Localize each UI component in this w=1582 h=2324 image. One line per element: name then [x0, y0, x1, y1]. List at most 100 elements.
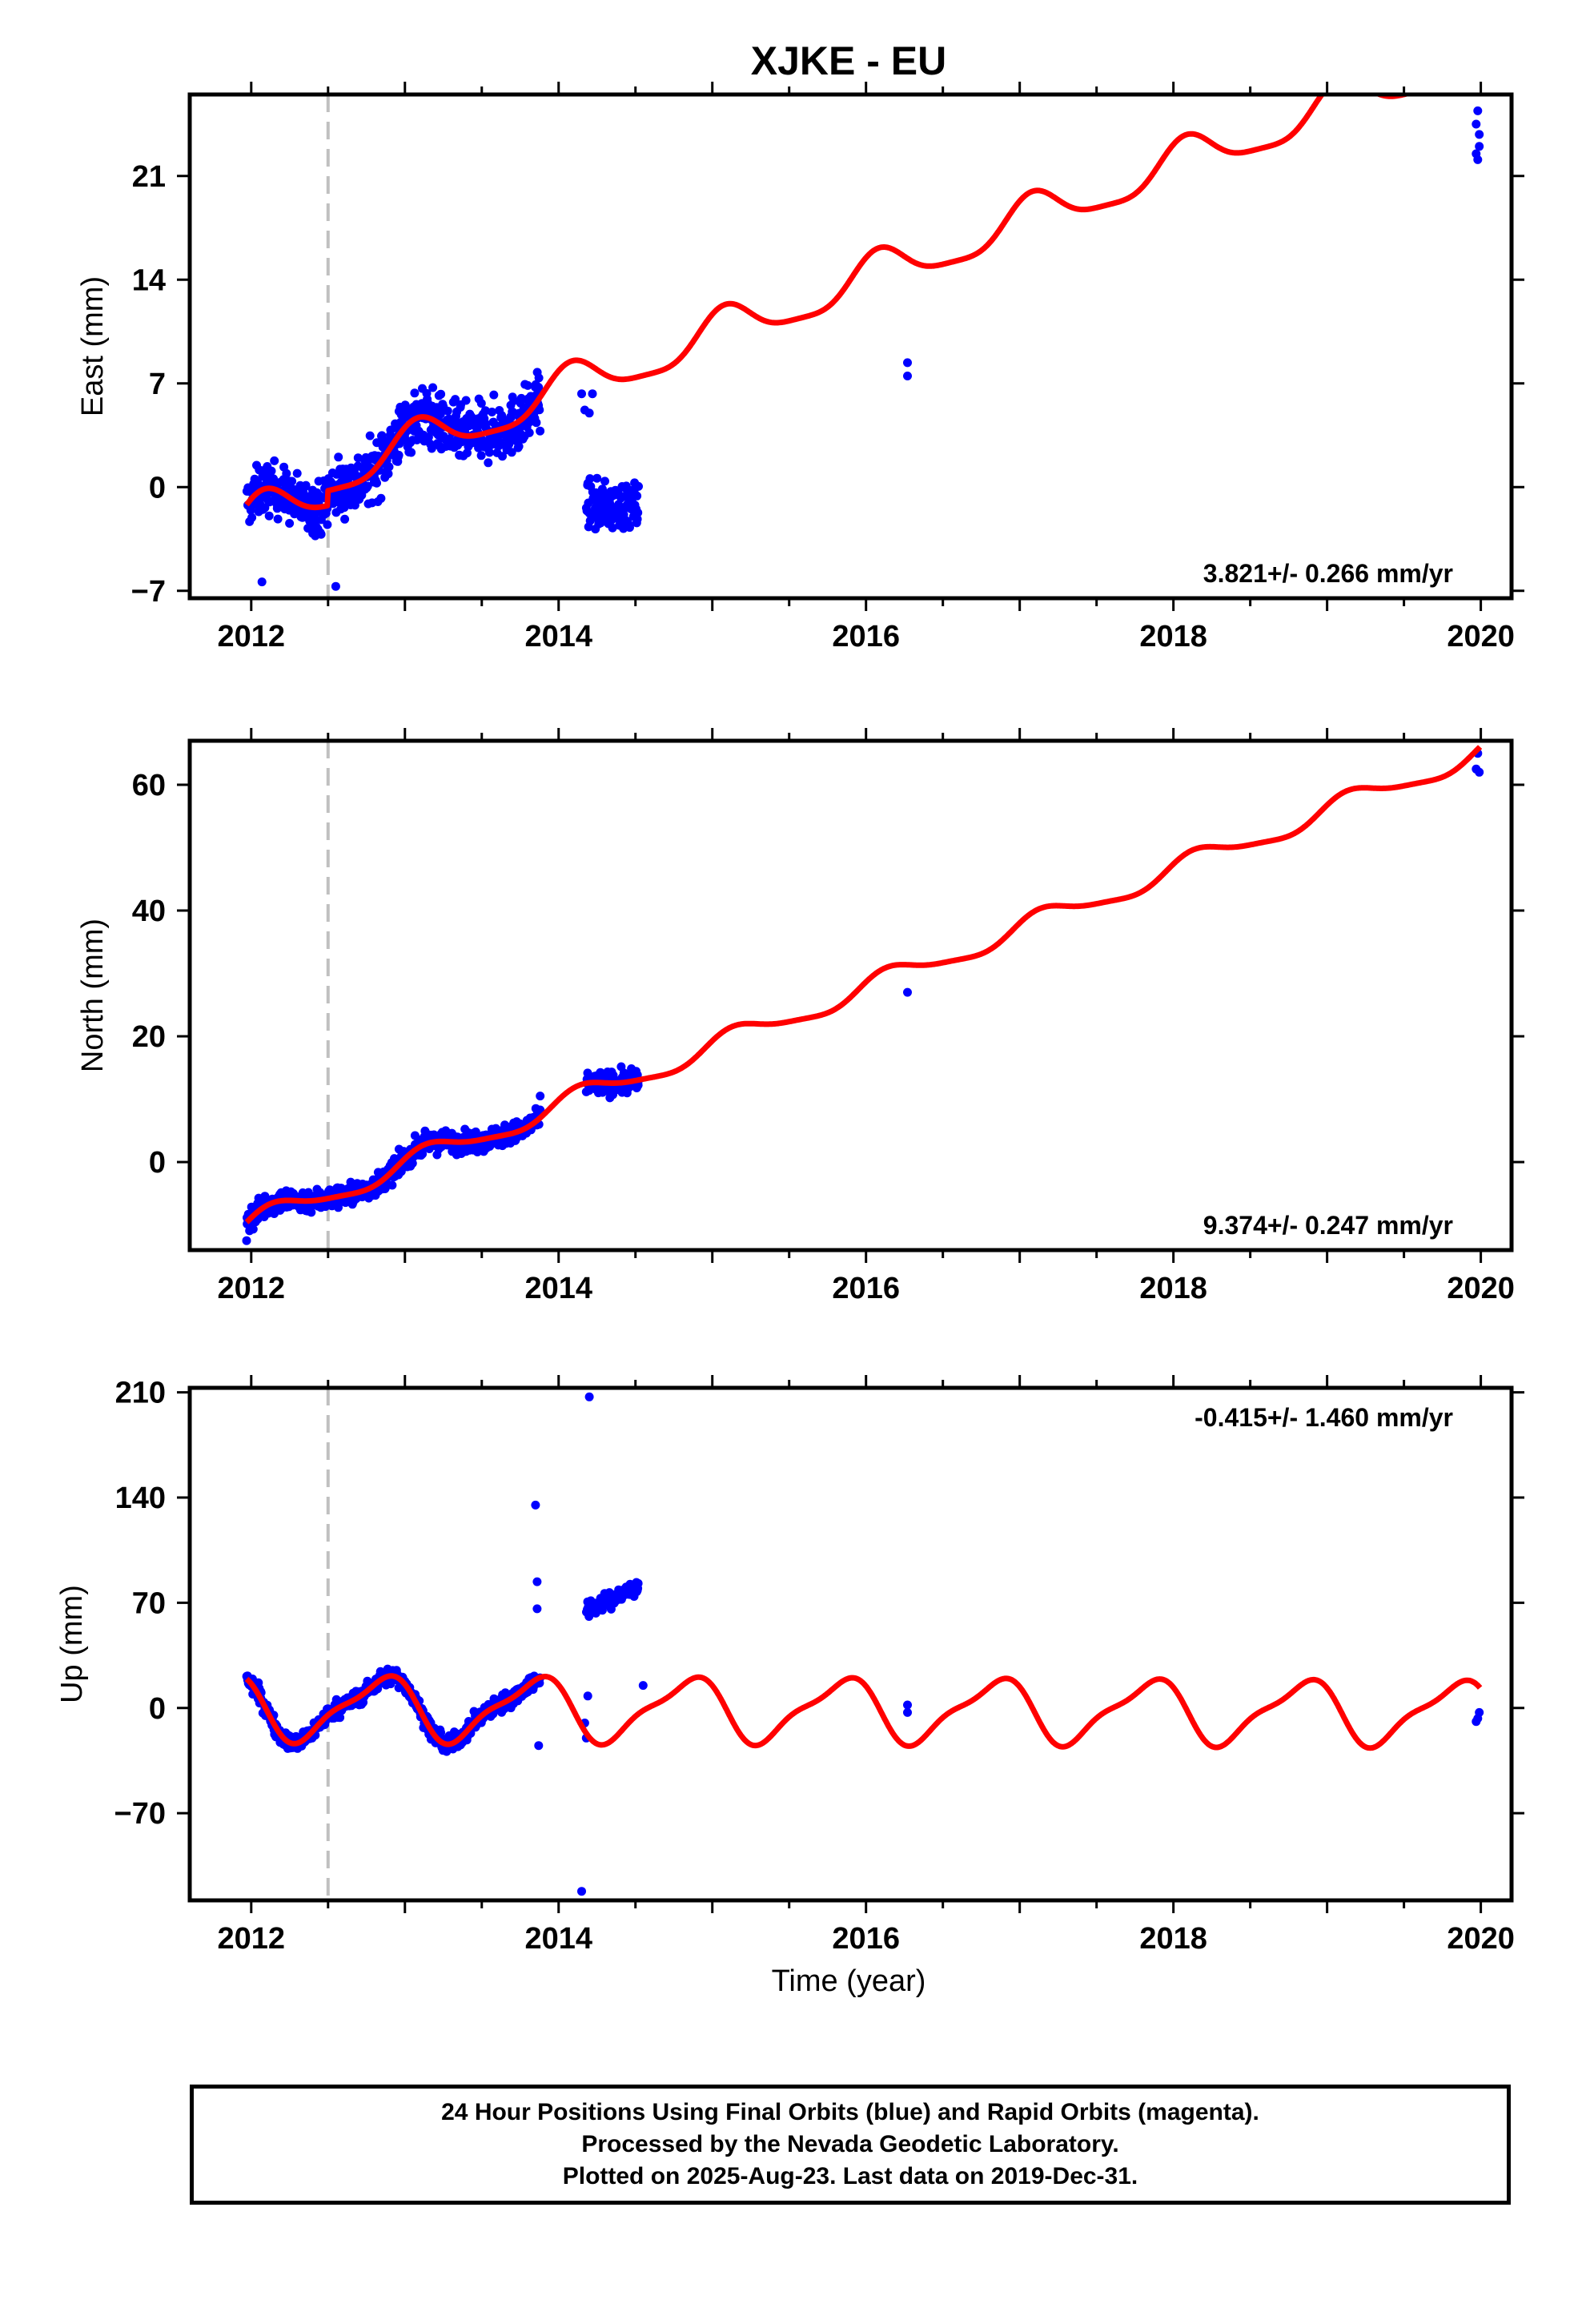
data-point	[436, 389, 446, 399]
data-point	[396, 1167, 406, 1176]
y-tick-label: 0	[149, 1692, 166, 1726]
model-curve	[244, 1673, 1483, 1751]
data-point	[577, 389, 586, 399]
chart-title: XJKE - EU	[751, 38, 947, 83]
data-point	[436, 409, 445, 419]
data-point	[600, 476, 609, 486]
data-points	[242, 106, 1484, 591]
data-point	[534, 1741, 544, 1751]
data-point	[498, 452, 507, 461]
footer-line-2: Processed by the Nevada Geodetic Laborat…	[581, 2131, 1119, 2157]
data-point	[585, 474, 595, 484]
x-tick-label: 2014	[524, 1272, 592, 1305]
data-point	[282, 468, 291, 478]
data-point	[384, 462, 394, 472]
data-point	[365, 431, 375, 440]
y-tick-label: −7	[131, 575, 166, 609]
data-point	[524, 428, 534, 437]
x-tick-label: 2012	[218, 1272, 286, 1305]
plot-frame	[187, 1385, 1514, 1903]
plot-frame	[187, 92, 1514, 601]
data-point	[536, 1092, 545, 1101]
panel-north: 2012 2014 2016 2018 2020 0 20 40 60 North (mm) 9.3…	[76, 728, 1524, 1305]
data-point	[407, 448, 416, 457]
x-tick-label: 2016	[832, 620, 900, 653]
y-tick-label: 20	[132, 1020, 166, 1054]
data-point	[1472, 1717, 1481, 1727]
x-tick-label: 2014	[524, 1922, 592, 1956]
data-point	[1475, 767, 1484, 777]
data-point	[372, 438, 382, 448]
data-point	[476, 399, 486, 408]
x-axis-label: Time (year)	[772, 1964, 926, 1998]
y-tick-label: 0	[149, 1146, 166, 1180]
footer-box: 24 Hour Positions Using Final Orbits (bl…	[190, 2085, 1511, 2205]
data-point	[424, 432, 433, 442]
data-point	[363, 481, 372, 491]
data-point	[532, 1604, 542, 1614]
data-point	[1472, 119, 1481, 129]
model-curve	[244, 94, 1415, 511]
data-point	[387, 1180, 397, 1190]
data-point	[257, 577, 267, 587]
data-point	[577, 1887, 586, 1896]
y-axis-label: North (mm)	[76, 919, 110, 1072]
data-point	[376, 493, 386, 503]
data-point	[427, 444, 436, 453]
y-axis-label: East (mm)	[76, 276, 110, 416]
data-point	[507, 448, 516, 457]
data-point	[340, 514, 350, 524]
x-tick-label: 2016	[832, 1272, 900, 1305]
rate-label: -0.415+/- 1.460 mm/yr	[1195, 1403, 1453, 1432]
y-tick-label: 0	[149, 471, 166, 505]
y-axis-label: Up (mm)	[55, 1585, 89, 1703]
data-point	[592, 473, 602, 483]
rate-label: 9.374+/- 0.247 mm/yr	[1203, 1211, 1453, 1240]
data-point	[331, 581, 340, 591]
data-point	[1473, 106, 1483, 115]
data-point	[334, 452, 343, 462]
x-tick-label: 2018	[1139, 1922, 1207, 1956]
data-point	[1475, 1707, 1484, 1717]
data-point	[428, 383, 438, 392]
plot-frame	[187, 738, 1514, 1252]
data-point	[532, 1577, 542, 1586]
data-point	[247, 513, 257, 522]
data-point	[443, 406, 452, 416]
data-point	[608, 523, 617, 533]
y-tick-label: 21	[132, 160, 166, 194]
data-point	[301, 480, 311, 490]
y-tick-label: 70	[132, 1586, 166, 1620]
y-tick-label: 14	[132, 263, 166, 297]
y-tick-label: 210	[115, 1377, 166, 1410]
data-point	[588, 389, 597, 399]
data-point	[335, 1713, 345, 1723]
data-point	[451, 395, 460, 404]
x-tick-label: 2014	[524, 620, 592, 653]
data-point	[410, 388, 420, 398]
data-point	[248, 1224, 258, 1234]
y-tick-label: −70	[114, 1797, 166, 1831]
data-point	[514, 441, 524, 451]
data-point	[584, 408, 594, 418]
data-point	[408, 1159, 417, 1168]
data-point	[584, 1392, 594, 1401]
model-curve	[244, 745, 1483, 1224]
data-point	[535, 405, 544, 415]
footer-line-1: 24 Hour Positions Using Final Orbits (bl…	[441, 2099, 1259, 2125]
data-point	[372, 478, 381, 488]
data-point	[489, 390, 499, 400]
data-point	[461, 396, 471, 405]
data-point	[638, 1681, 648, 1691]
data-point	[480, 406, 490, 416]
data-point	[267, 466, 276, 476]
data-point	[523, 380, 532, 390]
data-point	[536, 426, 545, 436]
data-point	[307, 1208, 316, 1217]
rate-label: 3.821+/- 0.266 mm/yr	[1203, 559, 1453, 588]
data-point	[292, 468, 302, 478]
data-point	[353, 453, 363, 463]
data-point	[634, 481, 643, 491]
data-points	[242, 749, 1484, 1245]
